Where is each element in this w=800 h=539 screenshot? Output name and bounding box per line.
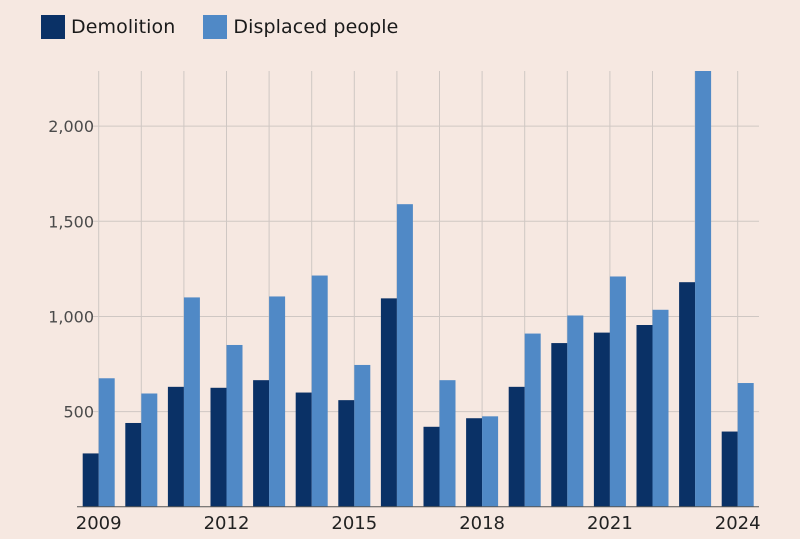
y-tick-label: 1,500 (48, 212, 94, 231)
x-tick-label: 2009 (76, 513, 122, 534)
bar-demolition-2015 (338, 400, 355, 507)
bar-demolition-2009 (82, 453, 99, 507)
legend-swatch-displaced-people (203, 15, 228, 39)
bar-displaced-people-2017 (439, 380, 456, 507)
bar-demolition-2018 (466, 418, 483, 507)
bar-demolition-2020 (551, 343, 568, 507)
y-tick-label: 2,000 (48, 117, 94, 136)
bar-demolition-2016 (380, 298, 397, 507)
bar-displaced-people-2011 (183, 297, 200, 507)
bar-displaced-people-2018 (482, 416, 499, 507)
x-tick-label: 2015 (331, 513, 377, 534)
bar-demolition-2014 (295, 392, 312, 507)
bar-demolition-2011 (167, 386, 184, 507)
y-tick-label: 1,000 (48, 307, 94, 326)
bar-demolition-2017 (423, 426, 440, 507)
axis-layer: 500 1,000 1,500 2,000 2009 2012 2015 2018 2021 20… (48, 117, 760, 534)
bar-displaced-people-2010 (141, 393, 158, 507)
bar-demolition-2021 (593, 332, 610, 507)
bar-displaced-people-2019 (524, 333, 541, 507)
bar-displaced-people-2015 (354, 364, 371, 507)
legend: Demolition Displaced people (41, 14, 426, 40)
bar-demolition-2023 (679, 282, 696, 507)
legend-label-demolition: Demolition (71, 16, 176, 38)
bar-displaced-people-2021 (609, 276, 626, 507)
bars-layer (82, 71, 754, 507)
bar-demolition-2010 (125, 422, 142, 507)
x-tick-label: 2024 (715, 513, 761, 534)
x-tick-label: 2012 (204, 513, 250, 534)
bar-demolition-2024 (721, 431, 738, 507)
bar-demolition-2013 (253, 380, 270, 507)
bar-demolition-2012 (210, 387, 227, 507)
bar-displaced-people-2013 (269, 296, 286, 507)
bar-displaced-people-2024 (737, 383, 754, 507)
legend-item-displaced-people: Displaced people (203, 15, 398, 39)
bar-displaced-people-2023 (695, 71, 712, 507)
bar-displaced-people-2022 (652, 309, 669, 507)
bar-displaced-people-2016 (396, 204, 413, 507)
legend-label-displaced-people: Displaced people (233, 16, 399, 38)
bar-displaced-people-2009 (98, 378, 115, 507)
bar-displaced-people-2020 (567, 315, 584, 507)
bar-displaced-people-2014 (311, 275, 328, 507)
legend-swatch-demolition (41, 15, 65, 39)
legend-item-demolition: Demolition (41, 15, 175, 39)
bar-demolition-2022 (636, 324, 653, 507)
bar-displaced-people-2012 (226, 344, 243, 507)
x-tick-label: 2018 (459, 513, 505, 534)
bar-demolition-2019 (508, 386, 525, 507)
x-tick-label: 2021 (587, 513, 633, 534)
y-tick-label: 500 (63, 403, 94, 422)
